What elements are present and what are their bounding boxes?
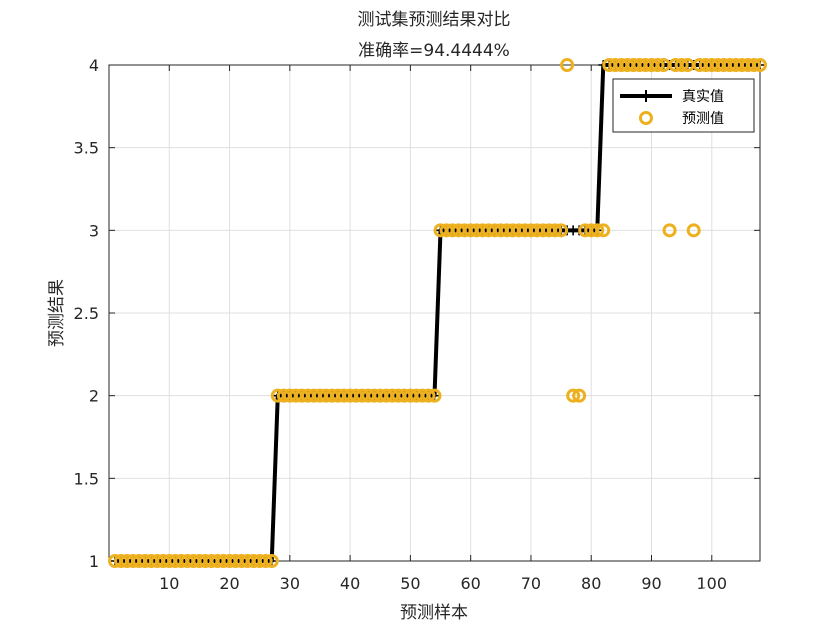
x-tick-label: 40 (340, 574, 360, 593)
predicted-value-point (421, 388, 436, 403)
predicted-value-point (258, 554, 273, 568)
predicted-value-point (264, 554, 279, 568)
y-tick-label: 3 (89, 221, 99, 240)
predicted-value-point (548, 223, 563, 238)
y-axis-ticks: 1 1.5 2 2.5 3 3.5 4 (74, 56, 760, 571)
predicted-value-point (590, 223, 605, 238)
x-tick-label: 90 (641, 574, 661, 593)
x-tick-label: 20 (219, 574, 239, 593)
predicted-value-point (650, 58, 665, 72)
x-axis-label: 预测样本 (400, 603, 468, 623)
chart-title: 测试集预测结果对比 (358, 10, 511, 30)
predicted-value-point (427, 388, 442, 403)
x-tick-label: 60 (460, 574, 480, 593)
x-tick-label: 10 (159, 574, 179, 593)
x-axis-ticks: 10 20 30 40 50 60 70 80 90 100 (159, 65, 727, 593)
x-tick-label: 30 (280, 574, 300, 593)
predicted-value-point (566, 388, 581, 403)
predicted-value-point (662, 223, 677, 238)
y-tick-label: 4 (89, 56, 99, 75)
x-tick-label: 70 (521, 574, 541, 593)
predicted-value-point (596, 223, 611, 238)
legend-pred-label: 预测值 (682, 111, 724, 127)
legend-pred-circle-marker (639, 111, 653, 125)
legend: 真实值 预测值 (612, 78, 755, 133)
watermark: 知乎 @机器之语 (671, 586, 817, 610)
y-tick-label: 3.5 (74, 139, 99, 158)
predicted-series (108, 58, 767, 568)
predicted-value-point (746, 58, 761, 72)
predicted-value-point (572, 388, 587, 403)
x-tick-label: 80 (581, 574, 601, 593)
y-tick-label: 1.5 (74, 469, 99, 488)
legend-box (612, 78, 755, 133)
legend-true-label: 真实值 (682, 89, 724, 105)
y-tick-label: 1 (89, 552, 99, 571)
grid-lines (109, 64, 760, 562)
predicted-value-point (753, 58, 767, 72)
predicted-value-point (560, 58, 575, 72)
y-tick-label: 2 (89, 387, 99, 406)
y-axis-label: 预测结果 (47, 279, 67, 347)
legend-true-plus-marker (640, 90, 652, 102)
chart-subtitle: 准确率=94.4444% (358, 41, 510, 61)
predicted-value-point (674, 58, 689, 72)
predicted-value-point (686, 223, 701, 238)
y-tick-label: 2.5 (74, 304, 99, 323)
predicted-value-point (554, 223, 569, 238)
x-tick-label: 100 (697, 574, 728, 593)
x-tick-label: 50 (400, 574, 420, 593)
